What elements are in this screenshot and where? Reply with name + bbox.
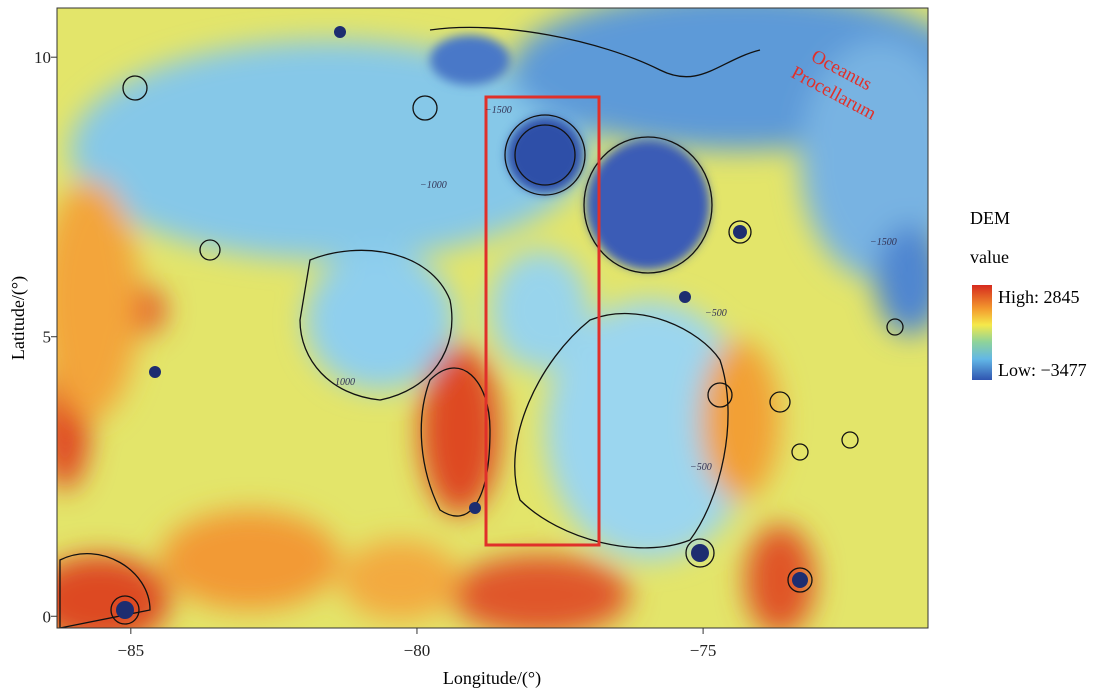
y-tick-label: 10	[34, 48, 51, 67]
legend-title: DEM	[970, 208, 1010, 228]
legend-title: value	[970, 247, 1009, 267]
contour-label: −1500	[485, 105, 512, 116]
map-figure: −1500 −1000 −500 −500 1000 −1500 Oceanus…	[0, 0, 1118, 694]
legend: DEM value High: 2845 Low: −3477	[970, 208, 1087, 380]
legend-low: Low: −3477	[998, 360, 1087, 380]
legend-high: High: 2845	[998, 287, 1080, 307]
y-tick-label: 0	[43, 607, 52, 626]
contour-label: −1500	[870, 237, 897, 248]
dem-raster: −1500 −1000 −500 −500 1000 −1500 Oceanus…	[30, 0, 970, 645]
contour-label: −500	[705, 308, 727, 319]
colorbar	[972, 285, 992, 380]
x-tick-label: −75	[690, 641, 717, 660]
x-tick-label: −80	[404, 641, 431, 660]
x-tick-label: −85	[118, 641, 145, 660]
y-axis-label: Latitude/(°)	[8, 276, 29, 360]
y-tick-label: 5	[43, 328, 52, 347]
contour-label: 1000	[335, 377, 355, 388]
contour-label: −500	[690, 462, 712, 473]
x-axis-label: Longitude/(°)	[443, 668, 541, 689]
contour-label: −1000	[420, 180, 447, 191]
